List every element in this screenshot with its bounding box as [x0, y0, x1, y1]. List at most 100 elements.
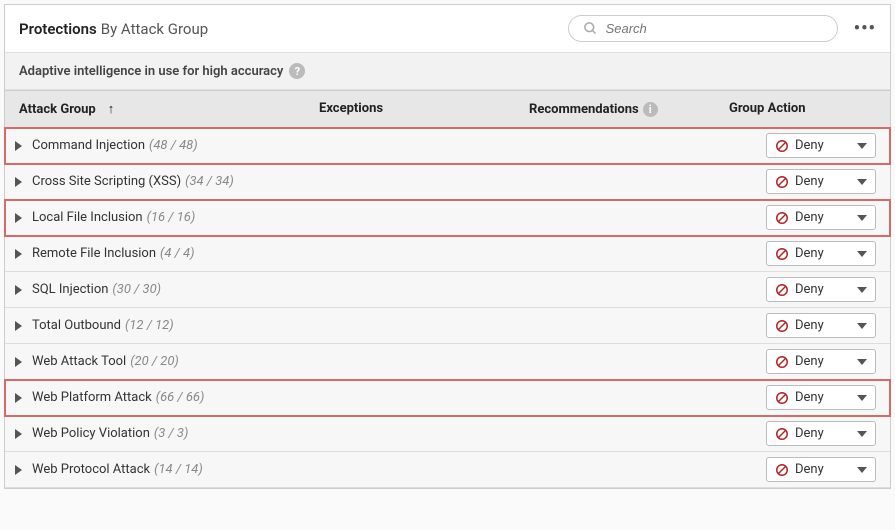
action-label: Deny [795, 138, 853, 153]
col-recommendations[interactable]: Recommendations i [529, 101, 729, 117]
row-left: Cross Site Scripting (XSS) (34 / 34) [15, 174, 315, 189]
expand-icon[interactable] [15, 249, 22, 259]
deny-icon [775, 247, 789, 261]
expand-icon[interactable] [15, 321, 22, 331]
protections-panel: Protections By Attack Group ••• Adaptive… [4, 4, 891, 489]
deny-icon [775, 391, 789, 405]
action-label: Deny [795, 462, 853, 477]
deny-icon [775, 463, 789, 477]
more-menu-icon[interactable]: ••• [854, 18, 876, 39]
group-action-select[interactable]: Deny [766, 169, 876, 194]
attack-group-count: (20 / 20) [130, 354, 179, 369]
sort-arrow-icon: ↑ [108, 101, 115, 117]
subheader: Adaptive intelligence in use for high ac… [5, 53, 890, 90]
table-row[interactable]: Web Attack Tool (20 / 20) Deny [5, 344, 890, 380]
panel-header: Protections By Attack Group ••• [5, 5, 890, 53]
table-row[interactable]: Command Injection (48 / 48) Deny [5, 128, 890, 164]
action-label: Deny [795, 390, 853, 405]
action-label: Deny [795, 318, 853, 333]
group-action-select[interactable]: Deny [766, 385, 876, 410]
expand-icon[interactable] [15, 177, 22, 187]
search-input[interactable] [606, 21, 823, 36]
group-action-select[interactable]: Deny [766, 133, 876, 158]
row-left: Total Outbound (12 / 12) [15, 318, 315, 333]
row-left: Web Attack Tool (20 / 20) [15, 354, 315, 369]
group-action-select[interactable]: Deny [766, 277, 876, 302]
col-exceptions[interactable]: Exceptions [319, 101, 529, 117]
chevron-down-icon [857, 323, 867, 329]
attack-group-name: Total Outbound [32, 318, 121, 333]
attack-group-count: (14 / 14) [154, 462, 203, 477]
chevron-down-icon [857, 467, 867, 473]
table-row[interactable]: Web Protocol Attack (14 / 14) Deny [5, 452, 890, 488]
action-label: Deny [795, 210, 853, 225]
attack-group-count: (12 / 12) [125, 318, 174, 333]
chevron-down-icon [857, 287, 867, 293]
attack-group-count: (34 / 34) [185, 174, 234, 189]
row-left: Command Injection (48 / 48) [15, 138, 315, 153]
expand-icon[interactable] [15, 285, 22, 295]
table-row[interactable]: Cross Site Scripting (XSS) (34 / 34) Deny [5, 164, 890, 200]
table-row[interactable]: Local File Inclusion (16 / 16) Deny [5, 200, 890, 236]
row-left: Web Protocol Attack (14 / 14) [15, 462, 315, 477]
expand-icon[interactable] [15, 465, 22, 475]
chevron-down-icon [857, 215, 867, 221]
page-subtitle: By Attack Group [101, 20, 208, 38]
group-action-select[interactable]: Deny [766, 241, 876, 266]
col-group-action[interactable]: Group Action [729, 101, 876, 117]
attack-group-count: (16 / 16) [147, 210, 196, 225]
attack-group-name: Command Injection [32, 138, 145, 153]
chevron-down-icon [857, 431, 867, 437]
row-left: Local File Inclusion (16 / 16) [15, 210, 315, 225]
group-action-select[interactable]: Deny [766, 313, 876, 338]
deny-icon [775, 319, 789, 333]
table-row[interactable]: Web Policy Violation(3 / 3) Deny [5, 416, 890, 452]
attack-group-name: SQL Injection [32, 282, 108, 297]
group-action-select[interactable]: Deny [766, 457, 876, 482]
chevron-down-icon [857, 359, 867, 365]
group-action-select[interactable]: Deny [766, 421, 876, 446]
action-label: Deny [795, 174, 853, 189]
attack-group-count: (30 / 30) [112, 282, 161, 297]
expand-icon[interactable] [15, 429, 22, 439]
attack-group-name: Web Platform Attack [32, 390, 152, 405]
expand-icon[interactable] [15, 213, 22, 223]
group-action-select[interactable]: Deny [766, 349, 876, 374]
row-left: SQL Injection (30 / 30) [15, 282, 315, 297]
attack-group-name: Cross Site Scripting (XSS) [32, 174, 181, 189]
chevron-down-icon [857, 179, 867, 185]
table-row[interactable]: Remote File Inclusion(4 / 4) Deny [5, 236, 890, 272]
search-box[interactable] [568, 15, 838, 42]
col-attack-group[interactable]: Attack Group ↑ [19, 101, 319, 117]
table-row[interactable]: Web Platform Attack (66 / 66) Deny [5, 380, 890, 416]
attack-group-name: Local File Inclusion [32, 210, 143, 225]
attack-group-count: (66 / 66) [156, 390, 205, 405]
row-left: Web Policy Violation(3 / 3) [15, 426, 315, 441]
expand-icon[interactable] [15, 393, 22, 403]
info-icon[interactable]: i [643, 102, 658, 117]
column-headers: Attack Group ↑ Exceptions Recommendation… [5, 90, 890, 128]
chevron-down-icon [857, 251, 867, 257]
attack-group-count: (48 / 48) [149, 138, 198, 153]
attack-group-name: Remote File Inclusion [32, 246, 156, 261]
table-row[interactable]: Total Outbound (12 / 12) Deny [5, 308, 890, 344]
help-icon[interactable]: ? [289, 63, 305, 79]
expand-icon[interactable] [15, 357, 22, 367]
chevron-down-icon [857, 143, 867, 149]
attack-group-name: Web Protocol Attack [32, 462, 150, 477]
attack-group-name: Web Attack Tool [32, 354, 126, 369]
deny-icon [775, 139, 789, 153]
table-row[interactable]: SQL Injection (30 / 30) Deny [5, 272, 890, 308]
attack-group-count: (3 / 3) [154, 426, 188, 441]
deny-icon [775, 355, 789, 369]
deny-icon [775, 427, 789, 441]
search-icon [583, 21, 598, 36]
action-label: Deny [795, 246, 853, 261]
group-action-select[interactable]: Deny [766, 205, 876, 230]
expand-icon[interactable] [15, 141, 22, 151]
deny-icon [775, 211, 789, 225]
page-title: Protections [19, 20, 97, 38]
row-left: Remote File Inclusion(4 / 4) [15, 246, 315, 261]
rows-container: Command Injection(48 / 48)DenyCross Site… [5, 128, 890, 488]
action-label: Deny [795, 426, 853, 441]
